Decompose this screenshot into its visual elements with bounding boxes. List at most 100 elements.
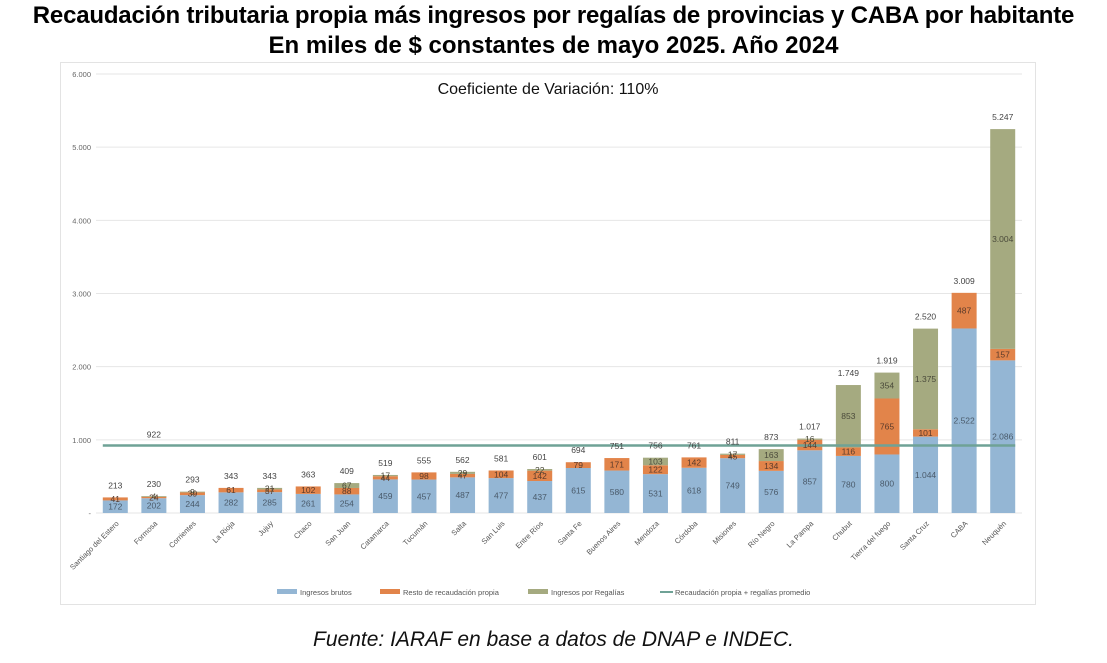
bar-segment xyxy=(681,467,707,513)
y-tick-label: - xyxy=(89,509,92,518)
total-label: 761 xyxy=(687,440,701,450)
segment-label: 22 xyxy=(535,465,545,475)
segment-label: 4 xyxy=(152,491,157,501)
bar-segment xyxy=(990,348,1016,361)
source-note: Fuente: IARAF en base a datos de DNAP e … xyxy=(313,628,794,651)
bar-segment xyxy=(411,472,437,480)
bar-segment xyxy=(720,458,746,513)
bar-segment xyxy=(141,496,167,499)
segment-label: 576 xyxy=(764,487,778,497)
segment-label: 765 xyxy=(880,421,894,431)
total-label: 811 xyxy=(726,437,740,447)
bar-segment xyxy=(835,455,861,513)
x-tick-label: La Pampa xyxy=(785,518,816,549)
gridlines xyxy=(96,73,1022,514)
total-label: 363 xyxy=(301,469,315,479)
segment-label: 853 xyxy=(841,411,855,421)
bar-segment xyxy=(720,454,746,459)
total-label: 230 xyxy=(147,479,161,489)
bar-segment xyxy=(411,479,437,513)
segment-label: 282 xyxy=(224,498,238,508)
legend-swatch xyxy=(380,589,400,594)
segment-label: 580 xyxy=(610,487,624,497)
segment-label: 254 xyxy=(340,499,354,509)
segment-label: 615 xyxy=(571,486,585,496)
bar-segment xyxy=(488,478,514,513)
bar-segment xyxy=(642,465,668,475)
segment-label: 102 xyxy=(301,485,315,495)
segment-label: 172 xyxy=(108,502,122,512)
bar-segment xyxy=(527,481,553,513)
bar-segment xyxy=(295,493,321,513)
segment-label: 134 xyxy=(764,461,778,471)
x-tick-label: CABA xyxy=(949,519,970,540)
x-tick-label: Salta xyxy=(449,518,468,537)
bar-segment xyxy=(720,453,746,455)
bar-stack xyxy=(913,328,939,513)
bar-segment xyxy=(218,492,244,513)
x-tick-label: Entre Ríos xyxy=(514,519,546,551)
segment-label: 142 xyxy=(533,471,547,481)
bar-stack xyxy=(642,457,668,513)
segment-label: 122 xyxy=(648,465,662,475)
segment-label: 47 xyxy=(458,471,468,481)
bar-segment xyxy=(681,457,707,468)
bar-stack xyxy=(334,483,360,513)
x-tick-label: Córdoba xyxy=(673,518,700,545)
bar-segment xyxy=(372,479,398,513)
legend-label: Resto de recaudación propia xyxy=(403,588,500,597)
y-tick-label: 5.000 xyxy=(72,143,91,152)
total-label: 751 xyxy=(610,441,624,451)
bar-segment xyxy=(334,483,360,488)
bar-segment xyxy=(642,474,668,513)
bar-segment xyxy=(179,491,205,493)
bar-stack xyxy=(102,497,128,513)
bar-segment xyxy=(835,385,861,448)
segment-label: 116 xyxy=(842,447,856,457)
x-tick-label: Chaco xyxy=(292,519,314,541)
chart-title-line: Recaudación tributaria propia más ingres… xyxy=(32,2,1075,29)
segment-label: 24 xyxy=(149,492,159,502)
x-tick-label: Santiago del Estero xyxy=(68,519,121,572)
segment-label: 37 xyxy=(265,486,275,496)
bar-stack xyxy=(179,491,205,513)
segment-label: 17 xyxy=(728,449,738,459)
segment-label: 780 xyxy=(841,479,855,489)
x-tick-label: Mendoza xyxy=(633,518,662,547)
bar-segment xyxy=(913,328,939,430)
bar-segment xyxy=(334,494,360,513)
bars xyxy=(102,129,1016,513)
segment-label: 79 xyxy=(574,460,584,470)
segment-label: 1.375 xyxy=(915,374,937,384)
total-label: 694 xyxy=(571,445,585,455)
bar-stack xyxy=(681,457,707,513)
bar-segment xyxy=(990,129,1016,349)
bar-stack xyxy=(141,496,167,513)
total-label: 2.520 xyxy=(915,312,937,322)
segment-label: 3.004 xyxy=(992,234,1014,244)
bar-segment xyxy=(565,468,591,513)
chart-title: Recaudación tributaria propia más ingres… xyxy=(0,0,1107,61)
segment-label: 101 xyxy=(918,428,932,438)
data-labels: 1724121320224423024439929328261343285372… xyxy=(108,112,1013,512)
x-axis: Santiago del Estero Formosa Corrientes La R… xyxy=(68,518,1008,571)
y-tick-label: 2.000 xyxy=(72,363,91,372)
total-label: 581 xyxy=(494,453,508,463)
x-tick-label: Formosa xyxy=(132,518,160,546)
segment-label: 45 xyxy=(728,452,738,462)
bar-segment xyxy=(179,495,205,513)
total-label: 293 xyxy=(185,475,199,485)
bar-stack xyxy=(488,470,514,513)
segment-label: 88 xyxy=(342,486,352,496)
segment-label: 459 xyxy=(378,491,392,501)
bar-segment xyxy=(527,470,553,482)
legend-swatch xyxy=(277,589,297,594)
total-label: 409 xyxy=(340,466,354,476)
total-label: 343 xyxy=(224,471,238,481)
coefficient-annotation: Coeficiente de Variación: 110% xyxy=(438,81,659,98)
segment-label: 2.086 xyxy=(992,432,1014,442)
bar-segment xyxy=(797,438,823,440)
segment-label: 9 xyxy=(190,487,195,497)
segment-label: 142 xyxy=(687,458,701,468)
